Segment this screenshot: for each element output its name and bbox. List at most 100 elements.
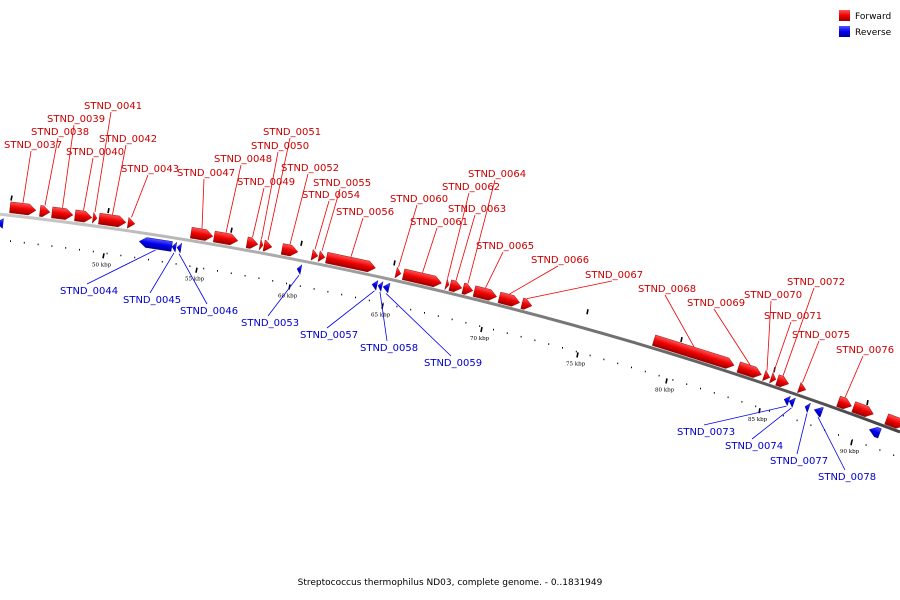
gene-label[interactable]: STND_0043 xyxy=(121,164,179,175)
leader-line xyxy=(178,253,208,305)
gene-label[interactable]: STND_0040 xyxy=(66,147,124,158)
gene-label[interactable]: STND_0067 xyxy=(585,270,643,281)
gene-stnd-0048[interactable] xyxy=(212,230,239,246)
gene-label[interactable]: STND_0062 xyxy=(442,182,500,193)
gene-label[interactable]: STND_0038 xyxy=(31,127,89,138)
gene-stnd-0066[interactable] xyxy=(497,291,521,308)
gene-stnd-0044[interactable] xyxy=(138,236,173,252)
minor-tick xyxy=(382,302,384,305)
gene-stnd-0063[interactable] xyxy=(448,279,463,294)
gene-stnd-0053[interactable] xyxy=(296,264,303,276)
gene-stnd-0074[interactable] xyxy=(788,396,796,408)
gene-label[interactable]: STND_0048 xyxy=(214,154,272,165)
gene-stnd-0045[interactable] xyxy=(171,241,178,253)
gene-label[interactable]: STND_0073 xyxy=(677,427,735,438)
gene-label[interactable]: STND_0041 xyxy=(84,101,142,112)
gene-label[interactable]: STND_0074 xyxy=(725,441,783,452)
gene-label[interactable]: STND_0056 xyxy=(336,207,394,218)
gene-label[interactable]: STND_0077 xyxy=(770,456,828,467)
gene-stnd-0059[interactable] xyxy=(382,282,391,294)
leader-line xyxy=(844,355,864,398)
gene-forward-feature[interactable] xyxy=(851,401,876,420)
gene-stnd-0073[interactable] xyxy=(783,395,791,407)
gene-label[interactable]: STND_0078 xyxy=(818,472,876,483)
gene-stnd-0062[interactable] xyxy=(444,278,450,290)
gene-label[interactable]: STND_0055 xyxy=(313,178,371,189)
gene-label[interactable]: STND_0071 xyxy=(764,311,822,322)
gene-stnd-0072[interactable] xyxy=(775,374,791,389)
gene-stnd-0058[interactable] xyxy=(377,281,384,292)
legend-reverse-label: Reverse xyxy=(855,28,892,38)
gene-stnd-0076[interactable] xyxy=(836,395,854,411)
gene-stnd-0049[interactable] xyxy=(245,236,259,250)
gene-label[interactable]: STND_0060 xyxy=(390,194,448,205)
gene-label[interactable]: STND_0047 xyxy=(177,168,235,179)
gene-stnd-0077[interactable] xyxy=(803,402,811,414)
gene-stnd-0042[interactable] xyxy=(98,212,127,228)
gene-stnd-0075[interactable] xyxy=(797,381,807,395)
gene-stnd-0051[interactable] xyxy=(262,239,273,252)
gene-label[interactable]: STND_0066 xyxy=(531,255,589,266)
gene-label[interactable]: STND_0058 xyxy=(360,343,418,354)
gene-reverse-feature[interactable] xyxy=(868,425,882,439)
gene-reverse-feature[interactable] xyxy=(0,218,4,229)
gene-label[interactable]: STND_0046 xyxy=(180,306,238,317)
gene-stnd-0069[interactable] xyxy=(736,361,763,380)
gene-label[interactable]: STND_0070 xyxy=(744,290,802,301)
gene-stnd-0056[interactable] xyxy=(325,252,376,273)
gene-stnd-0068[interactable] xyxy=(652,334,735,371)
minor-tick xyxy=(65,247,67,249)
gene-stnd-0043[interactable] xyxy=(126,216,136,229)
gene-stnd-0061[interactable] xyxy=(402,268,442,289)
gene-label[interactable]: STND_0044 xyxy=(60,286,118,297)
gene-stnd-0054[interactable] xyxy=(310,248,319,261)
minor-tick xyxy=(562,347,563,349)
gene-stnd-0071[interactable] xyxy=(769,372,777,385)
gene-forward-feature[interactable] xyxy=(884,413,900,431)
gene-label[interactable]: STND_0061 xyxy=(410,217,468,228)
gene-stnd-0060[interactable] xyxy=(394,266,402,279)
gene-stnd-0037[interactable] xyxy=(9,201,37,216)
gene-label[interactable]: STND_0069 xyxy=(687,298,745,309)
gene-label[interactable]: STND_0068 xyxy=(638,284,696,295)
gene-stnd-0064[interactable] xyxy=(461,282,474,296)
gene-label[interactable]: STND_0064 xyxy=(468,169,526,180)
gene-stnd-0078[interactable] xyxy=(813,405,824,418)
gene-label[interactable]: STND_0039 xyxy=(47,114,105,125)
gene-label[interactable]: STND_0042 xyxy=(99,134,157,145)
gene-stnd-0057[interactable] xyxy=(371,279,379,291)
gene-stnd-0039[interactable] xyxy=(51,206,74,221)
gene-label[interactable]: STND_0063 xyxy=(448,204,506,215)
leader-line xyxy=(422,227,438,273)
gene-stnd-0055[interactable] xyxy=(317,250,326,263)
gene-label[interactable]: STND_0076 xyxy=(836,345,894,356)
gene-stnd-0038[interactable] xyxy=(39,205,51,217)
gene-stnd-0046[interactable] xyxy=(176,242,183,254)
gene-stnd-0047[interactable] xyxy=(190,227,214,242)
minor-tick xyxy=(548,343,550,345)
gene-stnd-0041[interactable] xyxy=(91,211,98,224)
gene-label[interactable]: STND_0050 xyxy=(251,141,309,152)
leader-line xyxy=(782,287,815,377)
gene-label[interactable]: STND_0059 xyxy=(424,358,482,369)
gene-label[interactable]: STND_0049 xyxy=(237,177,295,188)
gene-label[interactable]: STND_0054 xyxy=(302,190,360,201)
gene-label[interactable]: STND_0057 xyxy=(300,330,358,341)
gene-stnd-0067[interactable] xyxy=(520,297,533,311)
gene-stnd-0070[interactable] xyxy=(762,369,771,382)
gene-label[interactable]: STND_0065 xyxy=(476,241,534,252)
gene-stnd-0040[interactable] xyxy=(74,209,93,223)
gene-label[interactable]: STND_0037 xyxy=(4,140,62,151)
gene-label[interactable]: STND_0075 xyxy=(792,330,850,341)
minor-tick xyxy=(327,290,329,293)
minor-tick xyxy=(189,265,191,267)
gene-label[interactable]: STND_0051 xyxy=(263,127,321,138)
gene-label[interactable]: STND_0072 xyxy=(787,277,845,288)
gene-stnd-0065[interactable] xyxy=(472,285,498,302)
gene-label[interactable]: STND_0052 xyxy=(281,163,339,174)
gene-stnd-0050[interactable] xyxy=(258,239,264,251)
gene-stnd-0052[interactable] xyxy=(280,243,299,258)
gene-label[interactable]: STND_0045 xyxy=(123,295,181,306)
gene-label[interactable]: STND_0053 xyxy=(241,318,299,329)
minor-tick xyxy=(672,379,674,381)
